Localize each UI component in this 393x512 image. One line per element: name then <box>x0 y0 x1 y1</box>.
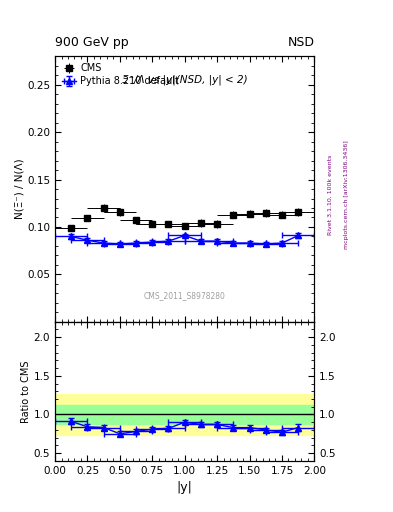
Text: Ξ⁻/Λ vs |y|(NSD, |y| < 2): Ξ⁻/Λ vs |y|(NSD, |y| < 2) <box>122 75 248 86</box>
Y-axis label: N(Ξ⁻) / N(Λ): N(Ξ⁻) / N(Λ) <box>14 159 24 219</box>
X-axis label: |y|: |y| <box>177 481 193 494</box>
Legend: CMS, Pythia 8.210 default: CMS, Pythia 8.210 default <box>60 61 181 88</box>
Text: mcplots.cern.ch [arXiv:1306.3436]: mcplots.cern.ch [arXiv:1306.3436] <box>344 140 349 249</box>
Bar <box>55 394 314 435</box>
Text: CMS_2011_S8978280: CMS_2011_S8978280 <box>144 291 226 301</box>
Text: Rivet 3.1.10, 100k events: Rivet 3.1.10, 100k events <box>328 155 333 234</box>
Bar <box>55 405 314 424</box>
Y-axis label: Ratio to CMS: Ratio to CMS <box>21 360 31 422</box>
Text: 900 GeV pp: 900 GeV pp <box>55 36 129 49</box>
Text: NSD: NSD <box>287 36 314 49</box>
